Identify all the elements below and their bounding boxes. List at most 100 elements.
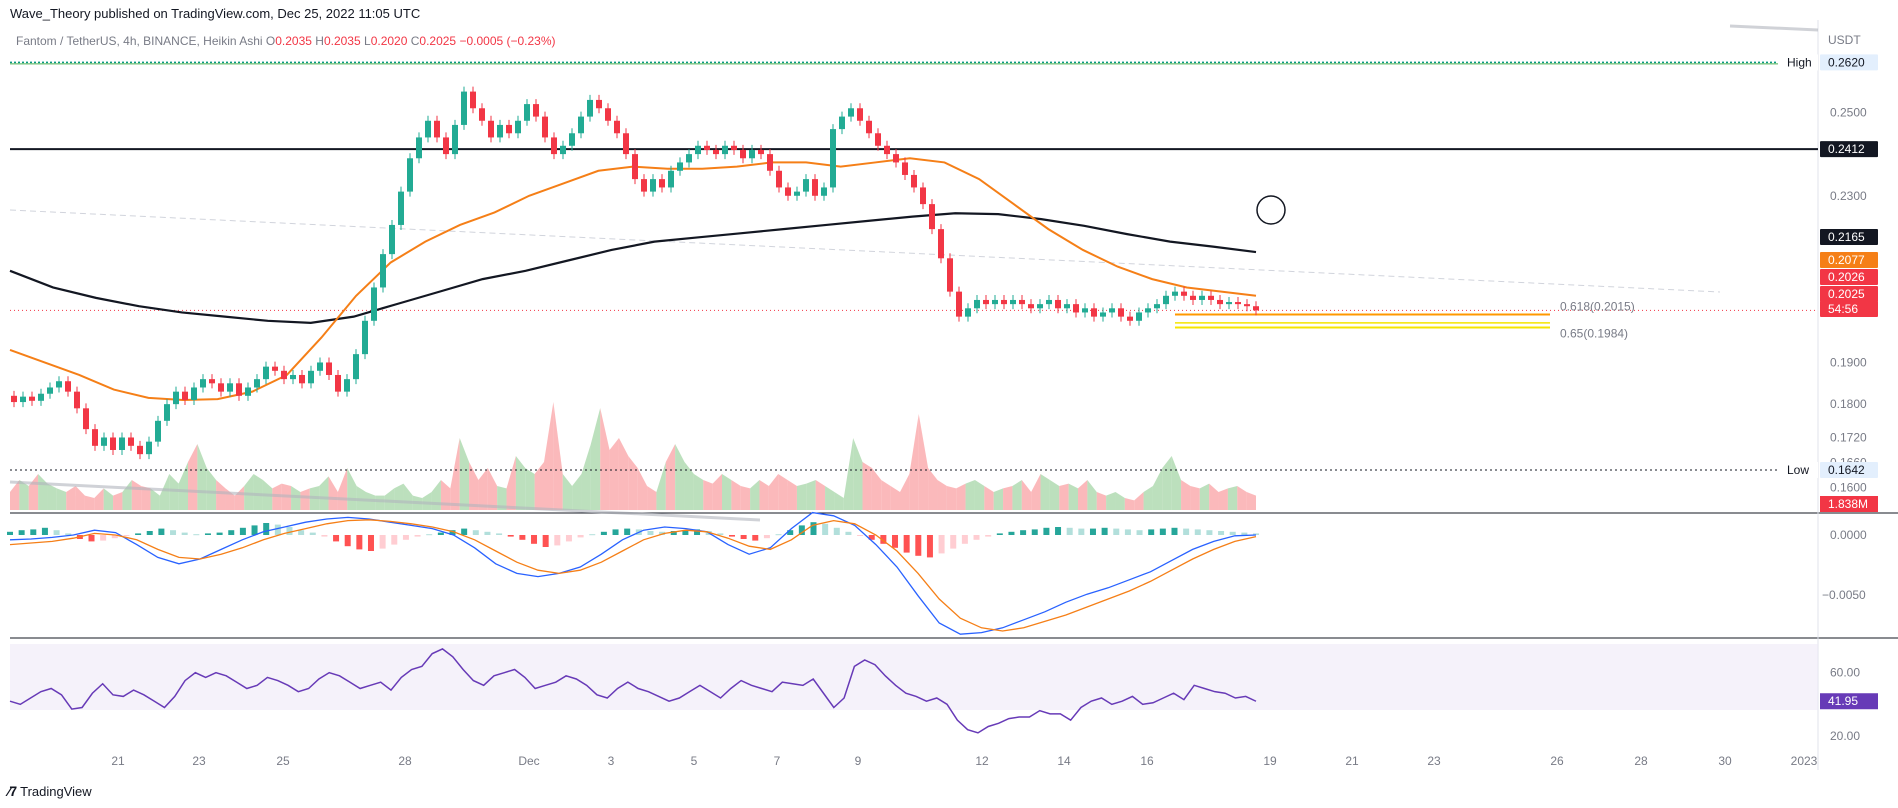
time-tick: 23 (192, 754, 206, 768)
price-tag-bg (1820, 461, 1878, 478)
candle-body (20, 396, 26, 403)
candle-body (362, 320, 368, 355)
candle-body (182, 391, 188, 400)
candle-body (578, 116, 584, 134)
volume-bar (1031, 474, 1041, 510)
candle-body (236, 383, 242, 396)
macd-histogram-bar (30, 529, 37, 535)
candle-body (1091, 308, 1097, 317)
macd-histogram-bar (950, 535, 957, 549)
candle-body (263, 366, 269, 380)
candle-body (416, 137, 422, 159)
macd-histogram-bar (333, 535, 340, 542)
macd-histogram-bar (857, 535, 864, 536)
candle-body (650, 179, 656, 192)
candle-body (56, 381, 62, 388)
macd-histogram-bar (239, 527, 246, 535)
volume-bar (150, 488, 160, 510)
candle-body (380, 254, 386, 288)
volume-bar (1049, 480, 1060, 510)
volume-bar (450, 438, 460, 510)
volume-bar (862, 462, 872, 510)
candle-body (1028, 304, 1034, 309)
price-tag-bg (1820, 54, 1878, 71)
candle-body (884, 145, 890, 155)
volume-bar (562, 474, 573, 510)
close-value: 0.2025 (419, 34, 457, 48)
macd-histogram-bar (1183, 528, 1190, 535)
volume-bar (768, 474, 779, 510)
candle-body (101, 437, 107, 446)
candle-body (839, 116, 845, 130)
volume-bar (66, 486, 76, 510)
candle-body (1100, 312, 1106, 317)
volume-bar (1096, 492, 1107, 510)
trend-line (1729, 24, 1819, 32)
volume-bar (534, 462, 544, 510)
macd-histogram-bar (589, 534, 596, 536)
volume-bar (581, 444, 591, 510)
volume-bar (300, 488, 310, 510)
volume-bar (918, 414, 929, 510)
volume-bar (487, 468, 498, 510)
macd-histogram-bar (810, 522, 817, 535)
candle-body (1235, 302, 1241, 305)
price-tag-text: 0.2165 (1828, 230, 1865, 244)
volume-bar (356, 486, 366, 510)
candle-body (1145, 308, 1151, 313)
candle-body (452, 124, 458, 155)
candle-body (1001, 299, 1007, 305)
macd-line (9, 511, 1257, 635)
candle-body (776, 170, 782, 188)
macd-histogram-bar (1043, 527, 1050, 535)
candle-body (983, 299, 989, 305)
macd-histogram-bar (1241, 532, 1248, 535)
macd-histogram-bar (251, 525, 258, 535)
candle-body (200, 379, 206, 388)
volume-area (9, 24, 1819, 522)
volume-bar (459, 438, 470, 510)
high-label: H (315, 34, 324, 48)
volume-bar (28, 474, 39, 510)
macd-histogram-bar (484, 531, 491, 535)
time-tick: 28 (1634, 754, 1648, 768)
candle-body (11, 395, 17, 403)
rsi-value-text: 41.95 (1828, 694, 1858, 708)
macd-histogram-bar (565, 535, 572, 542)
candle-body (1127, 316, 1133, 321)
rsi-tick: 60.00 (1830, 666, 1860, 680)
level-label: Low (1787, 463, 1809, 477)
candle-body (29, 396, 35, 401)
candle-body (1190, 295, 1196, 300)
volume-bar (806, 480, 816, 510)
candle-body (119, 437, 125, 450)
volume-bar (469, 462, 479, 510)
volume-bar (796, 483, 807, 510)
symbol-legend: Fantom / TetherUS, 4h, BINANCE, Heikin A… (16, 34, 556, 48)
volume-bar (431, 480, 441, 510)
candle-body (1109, 308, 1115, 313)
macd-histogram-bar (1089, 528, 1096, 535)
macd-histogram-bar (286, 527, 293, 535)
candle-body (974, 299, 980, 309)
macd-histogram-bar (682, 530, 689, 535)
volume-bar (787, 480, 797, 510)
open-value: 0.2035 (275, 34, 312, 48)
candle-body (1118, 308, 1124, 317)
volume-bar (122, 480, 132, 510)
price-tag-bg (1820, 286, 1878, 302)
volume-bar (131, 480, 142, 510)
footer-brand[interactable]: ⁄7 TradingView (8, 783, 92, 799)
volume-bar (731, 480, 741, 510)
volume-bar (19, 480, 29, 510)
volume-bar (572, 474, 582, 510)
candle-body (875, 133, 881, 146)
macd-histogram-bar (263, 523, 270, 535)
candle-body (497, 124, 503, 138)
volume-bar (1209, 483, 1219, 510)
candle-body (965, 308, 971, 317)
candle-body (920, 187, 926, 205)
candle-body (767, 154, 773, 171)
candle-body (1010, 299, 1016, 305)
